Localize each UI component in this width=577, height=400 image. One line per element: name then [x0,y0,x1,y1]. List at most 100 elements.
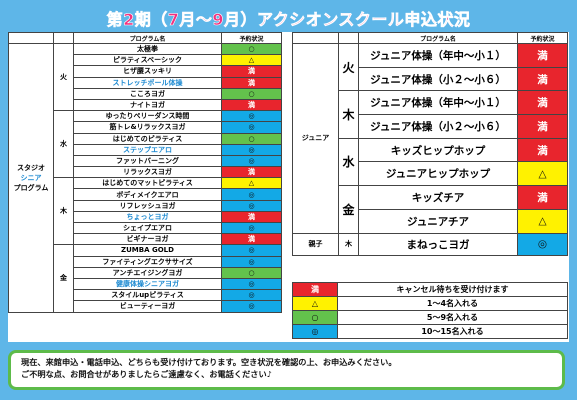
program-name: ゆったりペリーダンス時間 [73,110,222,123]
table-row: 金キッズチア満 [293,185,568,234]
corner-cell [8,32,54,44]
legend-row: ◎ 10～15名入れる [292,324,568,339]
program-name: ビューティーヨガ [73,300,222,313]
table-row: アンチエイジングヨガ ○ [9,266,282,279]
day-header-cell [53,32,74,44]
status-badge: ◎ [221,289,282,302]
table-row: 筋トレ&リラックスヨガ ◎ [9,121,282,134]
program-name: はじめてのピラティス [73,132,222,145]
status-badge: ○ [221,42,282,56]
program-name: リラックスヨガ [73,166,222,179]
table-row: 親子木まねっこヨガ ◎ [292,232,568,256]
program-name: ボディメイクエアロ [73,188,222,201]
legend-symbol: △ [292,296,338,311]
group-label-line: プログラム [13,183,49,192]
table-row: 木はじめてのマットピラティス △ [9,177,282,246]
day-cell: 水 [338,137,359,187]
status-badge: 満 [517,114,568,139]
status-badge: ◎ [221,255,282,268]
status-badge: △ [517,161,568,187]
table-row: ボディメイクエアロ ◎ [9,188,282,201]
day-cell: 金 [53,244,74,313]
program-name: ヒザ腰スッキリ [73,65,222,78]
table-row: ジュニア体操（小２～小６）満 [293,114,568,139]
status-header: 予約状況 [221,32,282,44]
status-badge: ◎ [221,121,282,134]
table-row: 木ジュニア体操（年中～小１）満 [293,90,568,139]
status-badge: ◎ [221,277,282,291]
status-badge: ◎ [221,300,282,313]
notice-box: 現在、来館申込・電話申込、どちらも受け付けております。空き状況を確認の上、お申込… [8,350,565,390]
program-name: リフレッシュヨガ [73,199,222,212]
status-badge: ○ [221,87,282,100]
program-name: ナイトヨガ [73,98,222,112]
status-badge: △ [517,208,568,234]
notice-line-2: ご不明な点、お問合せがありましたらご遠慮なく、お電話ください♪ [21,369,272,379]
status-badge: 満 [221,98,282,112]
legend-symbol: ◎ [292,324,338,339]
group-label-oyako: 親子 [292,232,339,256]
notice-line-1: 現在、来館申込・電話申込、どちらも受け付けております。空き状況を確認の上、お申込… [21,357,397,367]
corner-cell [292,32,339,44]
status-badge: 満 [517,43,568,68]
status-badge: △ [221,177,282,190]
group-label-junior: ジュニア [292,43,339,234]
group-label-line: シニア [20,173,42,182]
group-label-studio: スタジオ シニア プログラム [8,43,54,313]
program-name: ファイティングエクササイズ [73,255,222,268]
program-name: ジュニアヒップホップ [358,161,518,187]
program-name: ジュニア体操（小２～小６） [358,114,518,139]
status-badge: 満 [517,66,568,92]
program-header: プログラム名 [73,32,222,44]
legend-row: ○ 5～9名入れる [292,310,568,325]
program-name: ステップエアロ [73,143,222,156]
program-name: ジュニア体操（年中～小１） [358,90,518,116]
program-name: 太極拳 [73,42,222,56]
status-badge: 満 [221,166,282,179]
legend-symbol: 満 [292,282,338,297]
program-name: アンチエイジングヨガ [73,266,222,279]
schedule-panel: プログラム名 予約状況 スタジオ シニア プログラム火太極拳 ○ ピラティスベーシック △… [8,32,569,342]
legend-text: 5～9名入れる [337,310,568,325]
program-name: ビギナーヨガ [73,233,222,246]
table-row: ビューティーヨガ ◎ [9,300,282,313]
program-name: 健康体操シニアヨガ [73,277,222,291]
program-name: スタイルupピラティス [73,289,222,302]
status-badge: 満 [517,185,568,210]
program-name: ジュニア体操（小２～小６） [358,66,518,92]
day-cell: 金 [338,185,359,234]
legend-row: 満キャンセル待ちを受け付けます [292,282,568,297]
day-header-cell [338,32,359,44]
status-badge: 満 [221,65,282,78]
table-row: ヒザ腰スッキリ満 [9,65,282,78]
program-name: ジュニアチア [358,208,518,234]
program-name: ピラティスベーシック [73,54,222,67]
studio-schedule-body: スタジオ シニア プログラム火太極拳 ○ ピラティスベーシック △ ヒザ腰スッキリ満ストレッ… [8,42,282,313]
page-title: 第2期（7月～9月）アクシオンスクール申込状況 [106,10,471,30]
table-row: ジュニアヒップホップ △ [293,161,568,187]
program-name: ジュニア体操（年中～小１） [358,43,518,68]
status-legend: 満キャンセル待ちを受け付けます △ 1～4名入れる ○ 5～9名入れる ◎ 10～15名入れ… [292,282,568,339]
table-row: リラックスヨガ満 [9,166,282,179]
day-cell: 木 [338,90,359,139]
table-row: ちょっとヨガ満 [9,210,282,224]
program-header: プログラム名 [358,32,518,44]
status-badge: ◎ [221,188,282,201]
group-label-line: スタジオ [17,163,45,172]
program-name: ちょっとヨガ [73,210,222,224]
program-name: キッズチア [358,185,518,210]
program-name: こころヨガ [73,87,222,100]
status-badge: ◎ [517,232,568,256]
legend-symbol: ○ [292,310,338,325]
table-row: ステップエアロ ◎ [9,143,282,156]
status-badge: 満 [221,233,282,246]
junior-schedule-body: ジュニア火ジュニア体操（年中～小１）満ジュニア体操（小２～小６）満木ジュニア体操… [292,42,568,256]
table-row: はじめてのピラティス ○ [9,132,282,145]
status-badge: ◎ [221,143,282,156]
table-row: スタジオ シニア プログラム火太極拳 ○ [8,42,282,313]
status-badge: ◎ [221,221,282,235]
day-cell: 木 [338,232,359,256]
table-row: 金 ZUMBA GOLD ◎ [9,244,282,313]
program-name: はじめてのマットピラティス [73,177,222,190]
program-name: ファットバーニング [73,154,222,168]
